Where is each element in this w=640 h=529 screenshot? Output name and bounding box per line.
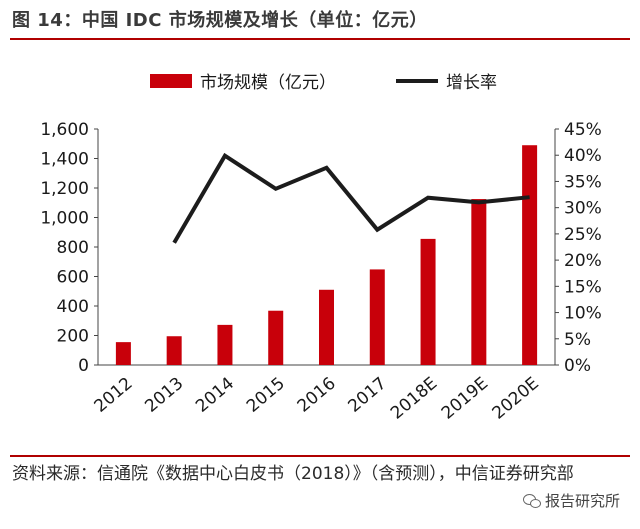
y-tick-label-right: 5% xyxy=(564,330,591,350)
bar xyxy=(166,336,182,365)
y-tick-label-left: 800 xyxy=(57,238,89,258)
y-tick-label-right: 35% xyxy=(564,172,602,192)
legend-swatch-bar xyxy=(150,74,192,88)
x-tick-label: 2017 xyxy=(344,374,390,417)
y-tick-label-left: 0 xyxy=(78,356,89,376)
bar xyxy=(319,289,334,365)
y-tick-label-right: 15% xyxy=(564,277,602,297)
legend-label-bar: 市场规模（亿元） xyxy=(200,73,336,93)
x-tick-label: 2020E xyxy=(489,374,543,424)
figure-title: 图 14：中国 IDC 市场规模及增长（单位：亿元） xyxy=(12,10,428,31)
x-tick-label: 2013 xyxy=(141,374,187,417)
x-tick-label: 2012 xyxy=(91,374,137,417)
y-tick-label-left: 600 xyxy=(57,268,89,288)
x-tick-label: 2015 xyxy=(243,374,289,417)
bar xyxy=(471,199,487,365)
y-tick-label-right: 0% xyxy=(564,356,591,376)
y-tick-label-right: 30% xyxy=(564,199,602,219)
bar xyxy=(268,310,284,365)
y-tick-label-right: 40% xyxy=(564,146,602,166)
axes: 0 200 400 600 800 1,000 1,200 1,400 1,600 0% 5% 10%… xyxy=(40,120,601,424)
y-tick-label-right: 20% xyxy=(564,251,602,271)
idc-market-chart: 市场规模（亿元） 增长率 0 200 400 600 800 1,000 1,200 1,400… xyxy=(40,73,601,424)
line-series xyxy=(172,152,530,244)
y-tick-label-right: 45% xyxy=(564,120,602,140)
watermark: 报告研究所 xyxy=(522,490,620,511)
title-rule xyxy=(10,38,630,40)
y-tick-label-left: 400 xyxy=(57,297,89,317)
source-note: 资料来源：信通院《数据中心白皮书（2018）》（含预测），中信证券研究部 xyxy=(12,464,574,484)
y-tick-label-right: 10% xyxy=(564,304,602,324)
bar xyxy=(420,238,436,365)
y-tick-label-left: 1,000 xyxy=(40,209,89,229)
source-rule xyxy=(10,455,630,457)
watermark-label: 报告研究所 xyxy=(544,492,620,510)
bar xyxy=(369,269,385,365)
x-tick-label: 2016 xyxy=(294,374,340,417)
x-tick-label: 2019E xyxy=(438,374,492,424)
x-tick-label: 2014 xyxy=(192,374,238,417)
wechat-icon xyxy=(522,493,541,508)
bar xyxy=(522,145,538,365)
growth-rate-line xyxy=(172,152,530,244)
legend-label-line: 增长率 xyxy=(446,73,497,93)
y-tick-label-right: 25% xyxy=(564,225,602,245)
x-tick-label: 2018E xyxy=(387,374,441,424)
bar xyxy=(217,324,233,365)
y-tick-label-left: 1,400 xyxy=(40,150,89,170)
y-tick-label-left: 1,200 xyxy=(40,179,89,199)
bar xyxy=(115,342,131,365)
y-tick-label-left: 200 xyxy=(57,327,89,347)
bar-series xyxy=(115,145,538,365)
y-tick-label-left: 1,600 xyxy=(40,120,89,140)
legend: 市场规模（亿元） 增长率 xyxy=(150,73,497,93)
